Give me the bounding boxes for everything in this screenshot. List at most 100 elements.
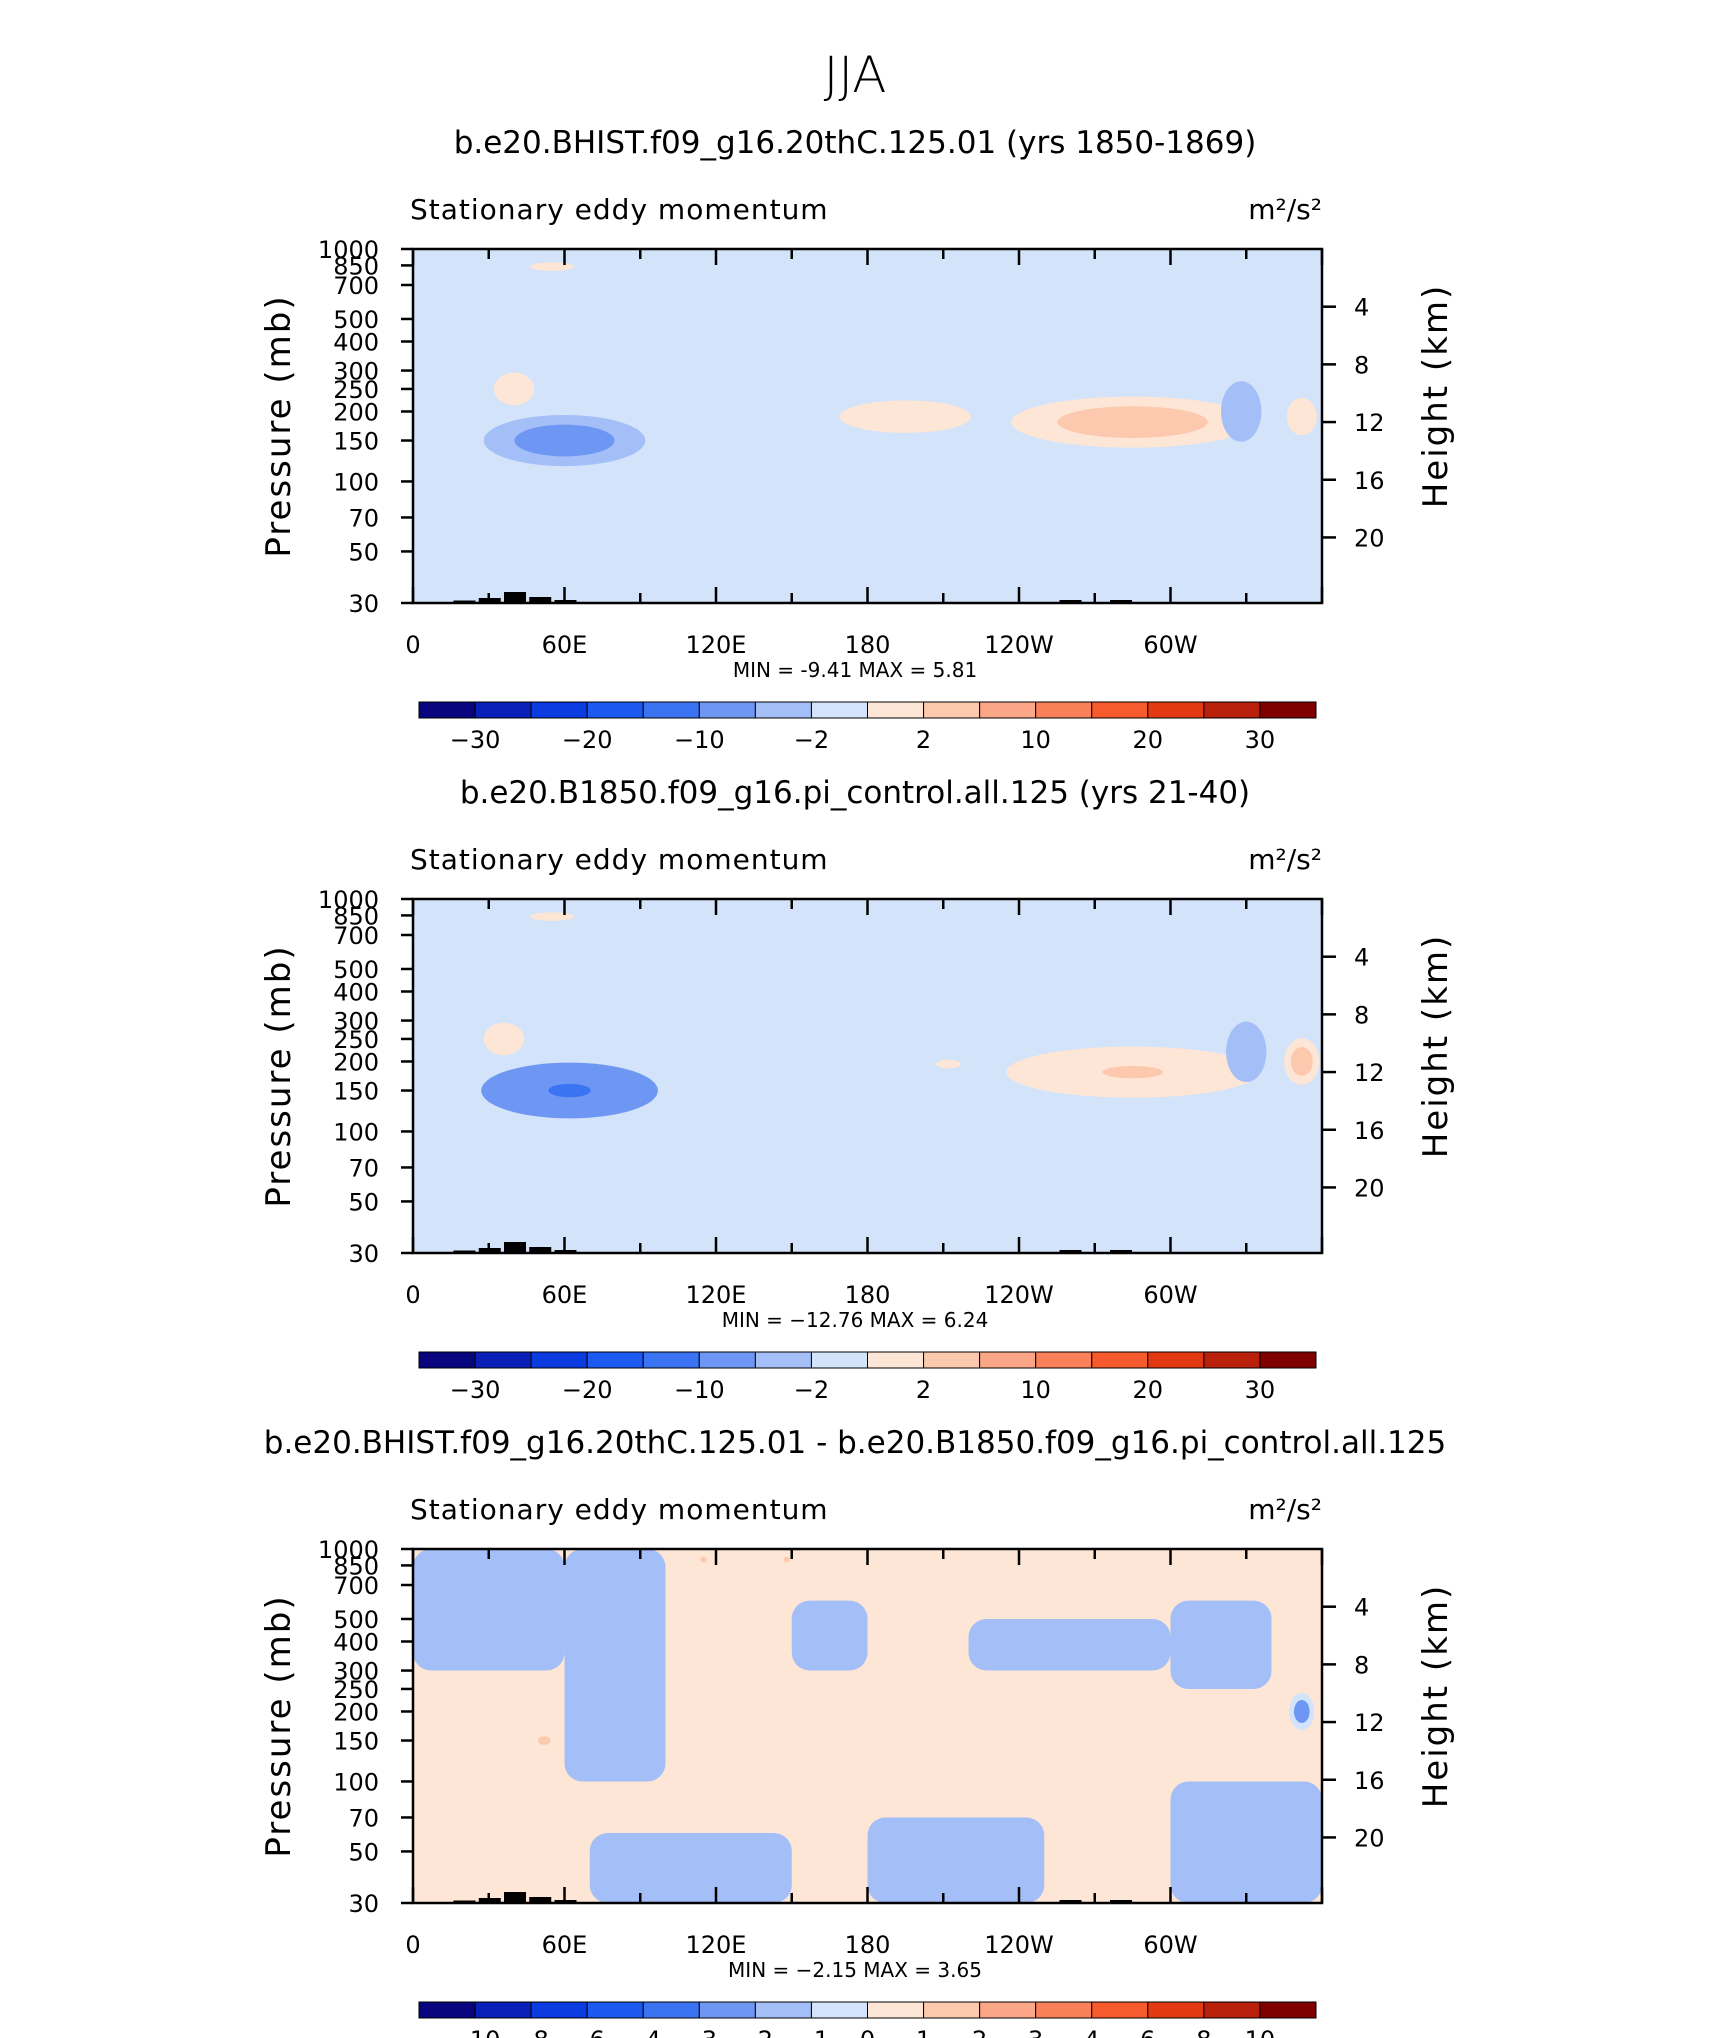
colorbar-label: 10 — [1020, 1376, 1051, 1404]
left-string: Stationary eddy momentum — [410, 843, 829, 876]
height-tick-label: 8 — [1354, 1651, 1369, 1679]
y-tick-label: 70 — [348, 1154, 379, 1182]
colorbar-label: 30 — [1245, 726, 1276, 754]
colorbar-segment — [1259, 2001, 1317, 2019]
y-tick-label: 400 — [333, 1629, 379, 1657]
units-label: m²/s² — [1248, 193, 1322, 226]
height-tick-label: 8 — [1354, 1001, 1369, 1029]
weak-negative-region — [589, 1183, 792, 1253]
y-tick-label: 200 — [333, 1698, 379, 1726]
panel-1: b.e20.BHIST.f09_g16.20thC.125.01 (yrs 18… — [259, 125, 1456, 754]
y-axis-title: Pressure (mb) — [259, 1594, 299, 1857]
y-tick-label: 50 — [348, 538, 379, 566]
weak-negative-region — [1170, 950, 1272, 1039]
colorbar-label: −2 — [794, 1376, 829, 1404]
colorbar-segment — [698, 701, 756, 719]
colorbar-segment — [642, 701, 700, 719]
colorbar-segment — [1203, 701, 1261, 719]
colorbar-segment — [754, 2001, 812, 2019]
contour-feature — [491, 1028, 517, 1050]
colorbar-label: 8 — [1196, 2026, 1211, 2038]
colorbar-label: −10 — [674, 1376, 725, 1404]
y-tick-label: 1000 — [318, 1536, 379, 1564]
topography — [529, 1247, 552, 1253]
topography — [1059, 600, 1082, 603]
height-tick-label: 16 — [1354, 1767, 1385, 1795]
height-tick-label: 16 — [1354, 1117, 1385, 1145]
y-tick-label: 200 — [333, 1048, 379, 1076]
panels: b.e20.BHIST.f09_g16.20thC.125.01 (yrs 18… — [259, 125, 1456, 2038]
y-tick-label: 70 — [348, 504, 379, 532]
weak-negative-region — [867, 517, 1045, 603]
height-tick-label: 20 — [1354, 524, 1385, 552]
y-tick-label: 50 — [348, 1188, 379, 1216]
contour-feature — [545, 434, 584, 447]
weak-negative-region — [968, 318, 1171, 371]
contour-feature — [529, 912, 574, 921]
x-tick-label: 0 — [405, 1281, 420, 1309]
colorbar-label: 2 — [972, 2026, 987, 2038]
colorbar-segment — [1091, 1351, 1149, 1369]
height-tick-label: 12 — [1354, 409, 1385, 437]
x-tick-label: 180 — [845, 631, 891, 659]
height-tick-label: 16 — [1354, 467, 1385, 495]
y-tick-label: 500 — [333, 956, 379, 984]
colorbar-segment — [754, 701, 812, 719]
colorbar-segment — [979, 2001, 1037, 2019]
contour-field — [413, 249, 1322, 603]
colorbar-label: −20 — [562, 1376, 613, 1404]
units-label: m²/s² — [1248, 1493, 1322, 1526]
contour-feature — [864, 406, 947, 427]
topography — [529, 1897, 552, 1903]
colorbar-label: 2 — [916, 726, 931, 754]
contour-field — [413, 1549, 1322, 1903]
y-tick-label: 30 — [348, 1240, 379, 1268]
colorbar-label: −3 — [682, 2026, 717, 2038]
contour-feature — [548, 1083, 591, 1098]
y-tick-label: 500 — [333, 306, 379, 334]
y-tick-label: 30 — [348, 1890, 379, 1918]
colorbar-segment — [1259, 701, 1317, 719]
colorbar-label: 4 — [1084, 2026, 1099, 2038]
y-tick-label: 500 — [333, 1606, 379, 1634]
y-tick-label: 300 — [333, 1008, 379, 1036]
x-tick-label: 0 — [405, 631, 420, 659]
weak-negative-region — [791, 300, 868, 371]
height-tick-label: 12 — [1354, 1059, 1385, 1087]
x-tick-label: 180 — [845, 1931, 891, 1959]
season-title: JJA — [824, 46, 887, 104]
contour-feature — [783, 1556, 790, 1563]
y-axis-title-right: Height (km) — [1416, 1584, 1456, 1809]
contour-feature — [1290, 1047, 1313, 1076]
colorbar-segment — [1035, 701, 1093, 719]
weak-negative-region — [791, 950, 868, 1021]
y-axis-title-right: Height (km) — [1416, 284, 1456, 509]
y-tick-label: 30 — [348, 590, 379, 618]
colorbar-segment — [586, 1351, 644, 1369]
colorbar-label: 0 — [860, 2026, 875, 2038]
colorbar-label: −20 — [562, 726, 613, 754]
y-tick-label: 50 — [348, 1838, 379, 1866]
weak-negative-region — [867, 1167, 1045, 1253]
colorbar-segment — [1035, 1351, 1093, 1369]
weak-negative-region — [1170, 1781, 1322, 1903]
weak-negative-region — [1170, 1600, 1272, 1689]
colorbar-label: −2 — [794, 726, 829, 754]
y-tick-label: 300 — [333, 358, 379, 386]
y-tick-label: 400 — [333, 979, 379, 1007]
contour-feature — [935, 1059, 961, 1069]
colorbar-segment — [418, 2001, 476, 2019]
colorbar-label: −10 — [450, 2026, 501, 2038]
weak-negative-region — [589, 1833, 792, 1903]
colorbar-label: 6 — [1140, 2026, 1155, 2038]
colorbar-segment — [474, 2001, 532, 2019]
colorbar-label: 10 — [1245, 2026, 1276, 2038]
colorbar-segment — [530, 2001, 588, 2019]
x-tick-label: 60W — [1143, 1281, 1197, 1309]
y-tick-label: 150 — [333, 1728, 379, 1756]
colorbar-segment — [754, 1351, 812, 1369]
y-axis-title-right: Height (km) — [1416, 934, 1456, 1159]
weak-negative-region — [1170, 300, 1272, 389]
contour-feature — [1233, 1033, 1259, 1071]
units-label: m²/s² — [1248, 843, 1322, 876]
